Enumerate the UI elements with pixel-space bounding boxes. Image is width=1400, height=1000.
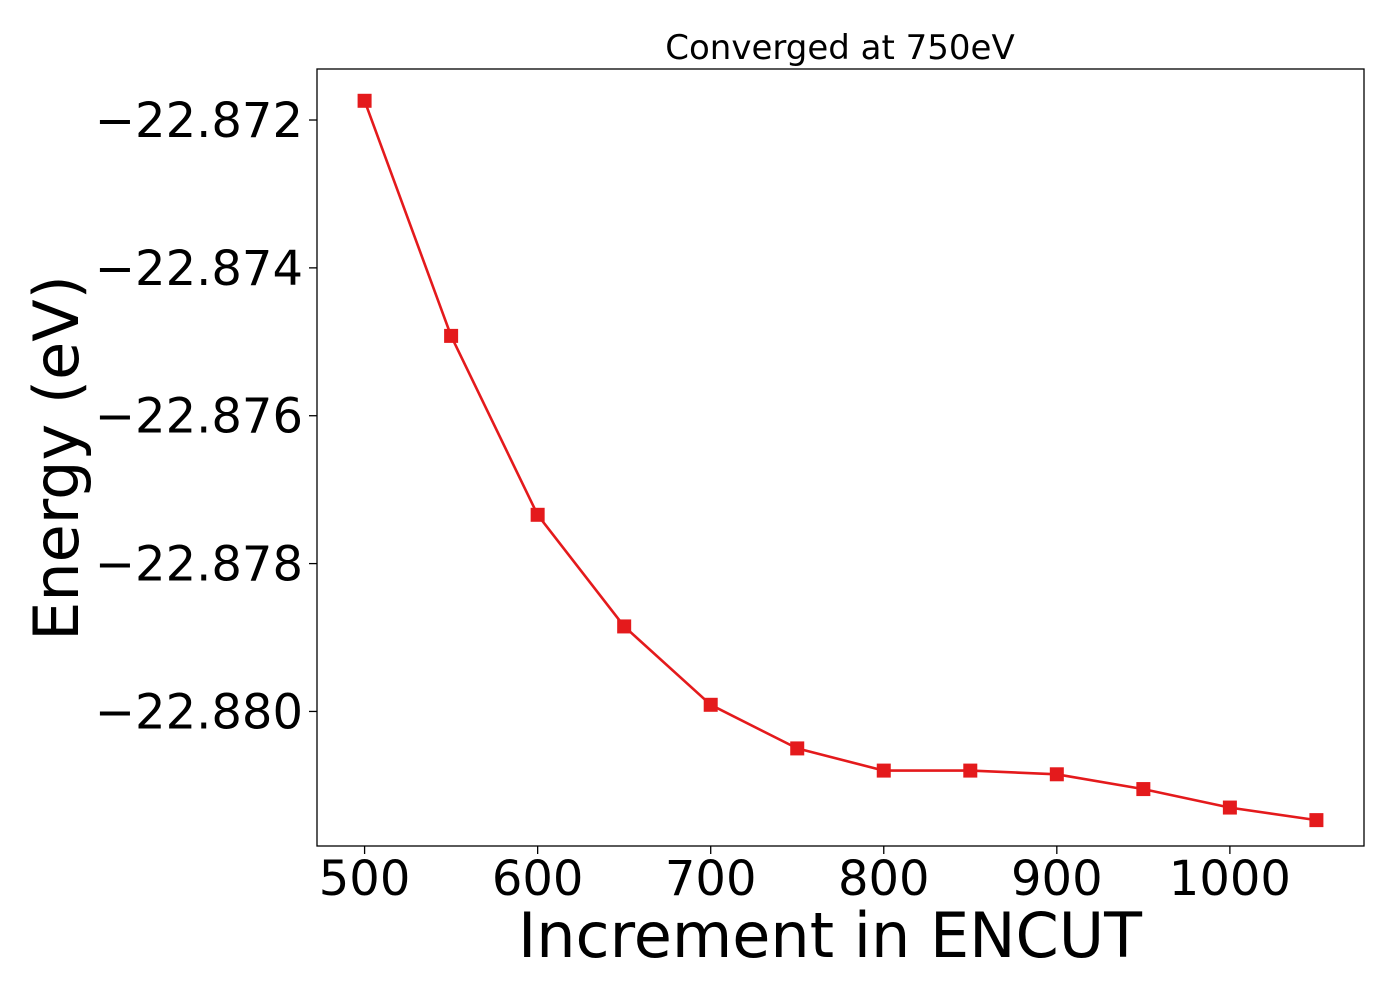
x-tick-label: 1000 bbox=[1169, 851, 1291, 907]
data-point-marker bbox=[1222, 800, 1237, 815]
x-tick-label: 600 bbox=[492, 851, 584, 907]
y-tick-label: −22.874 bbox=[95, 241, 303, 297]
x-tick-label: 700 bbox=[665, 851, 757, 907]
series-line bbox=[363, 100, 1317, 822]
y-tick-label: −22.872 bbox=[95, 93, 303, 149]
x-axis-label: Increment in ENCUT bbox=[518, 899, 1143, 972]
data-point-marker bbox=[1049, 767, 1064, 782]
chart-title: Converged at 750eV bbox=[665, 28, 1014, 68]
data-point-marker bbox=[357, 93, 372, 108]
x-tick-label: 500 bbox=[319, 851, 411, 907]
data-point-marker bbox=[530, 507, 545, 522]
axes-frame bbox=[316, 68, 1365, 847]
data-point-marker bbox=[790, 741, 805, 756]
data-point-marker bbox=[617, 619, 632, 634]
x-axis: 500 600 700 800 900 1000 bbox=[319, 846, 1291, 907]
y-axis-label: Energy (eV) bbox=[20, 275, 93, 641]
data-point-marker bbox=[703, 697, 718, 712]
y-tick-label: −22.878 bbox=[95, 537, 303, 593]
x-tick-label: 900 bbox=[1011, 851, 1103, 907]
y-tick-label: −22.876 bbox=[95, 389, 303, 445]
x-tick-label: 800 bbox=[838, 851, 930, 907]
plot-area bbox=[357, 93, 1324, 828]
data-point-marker bbox=[444, 328, 459, 343]
data-point-marker bbox=[1136, 782, 1151, 797]
data-point-marker bbox=[876, 763, 891, 778]
y-tick-label: −22.880 bbox=[95, 684, 303, 740]
data-point-marker bbox=[1309, 813, 1324, 828]
data-point-marker bbox=[963, 763, 978, 778]
y-axis: −22.872 −22.874 −22.876 −22.878 −22.880 bbox=[95, 93, 317, 740]
